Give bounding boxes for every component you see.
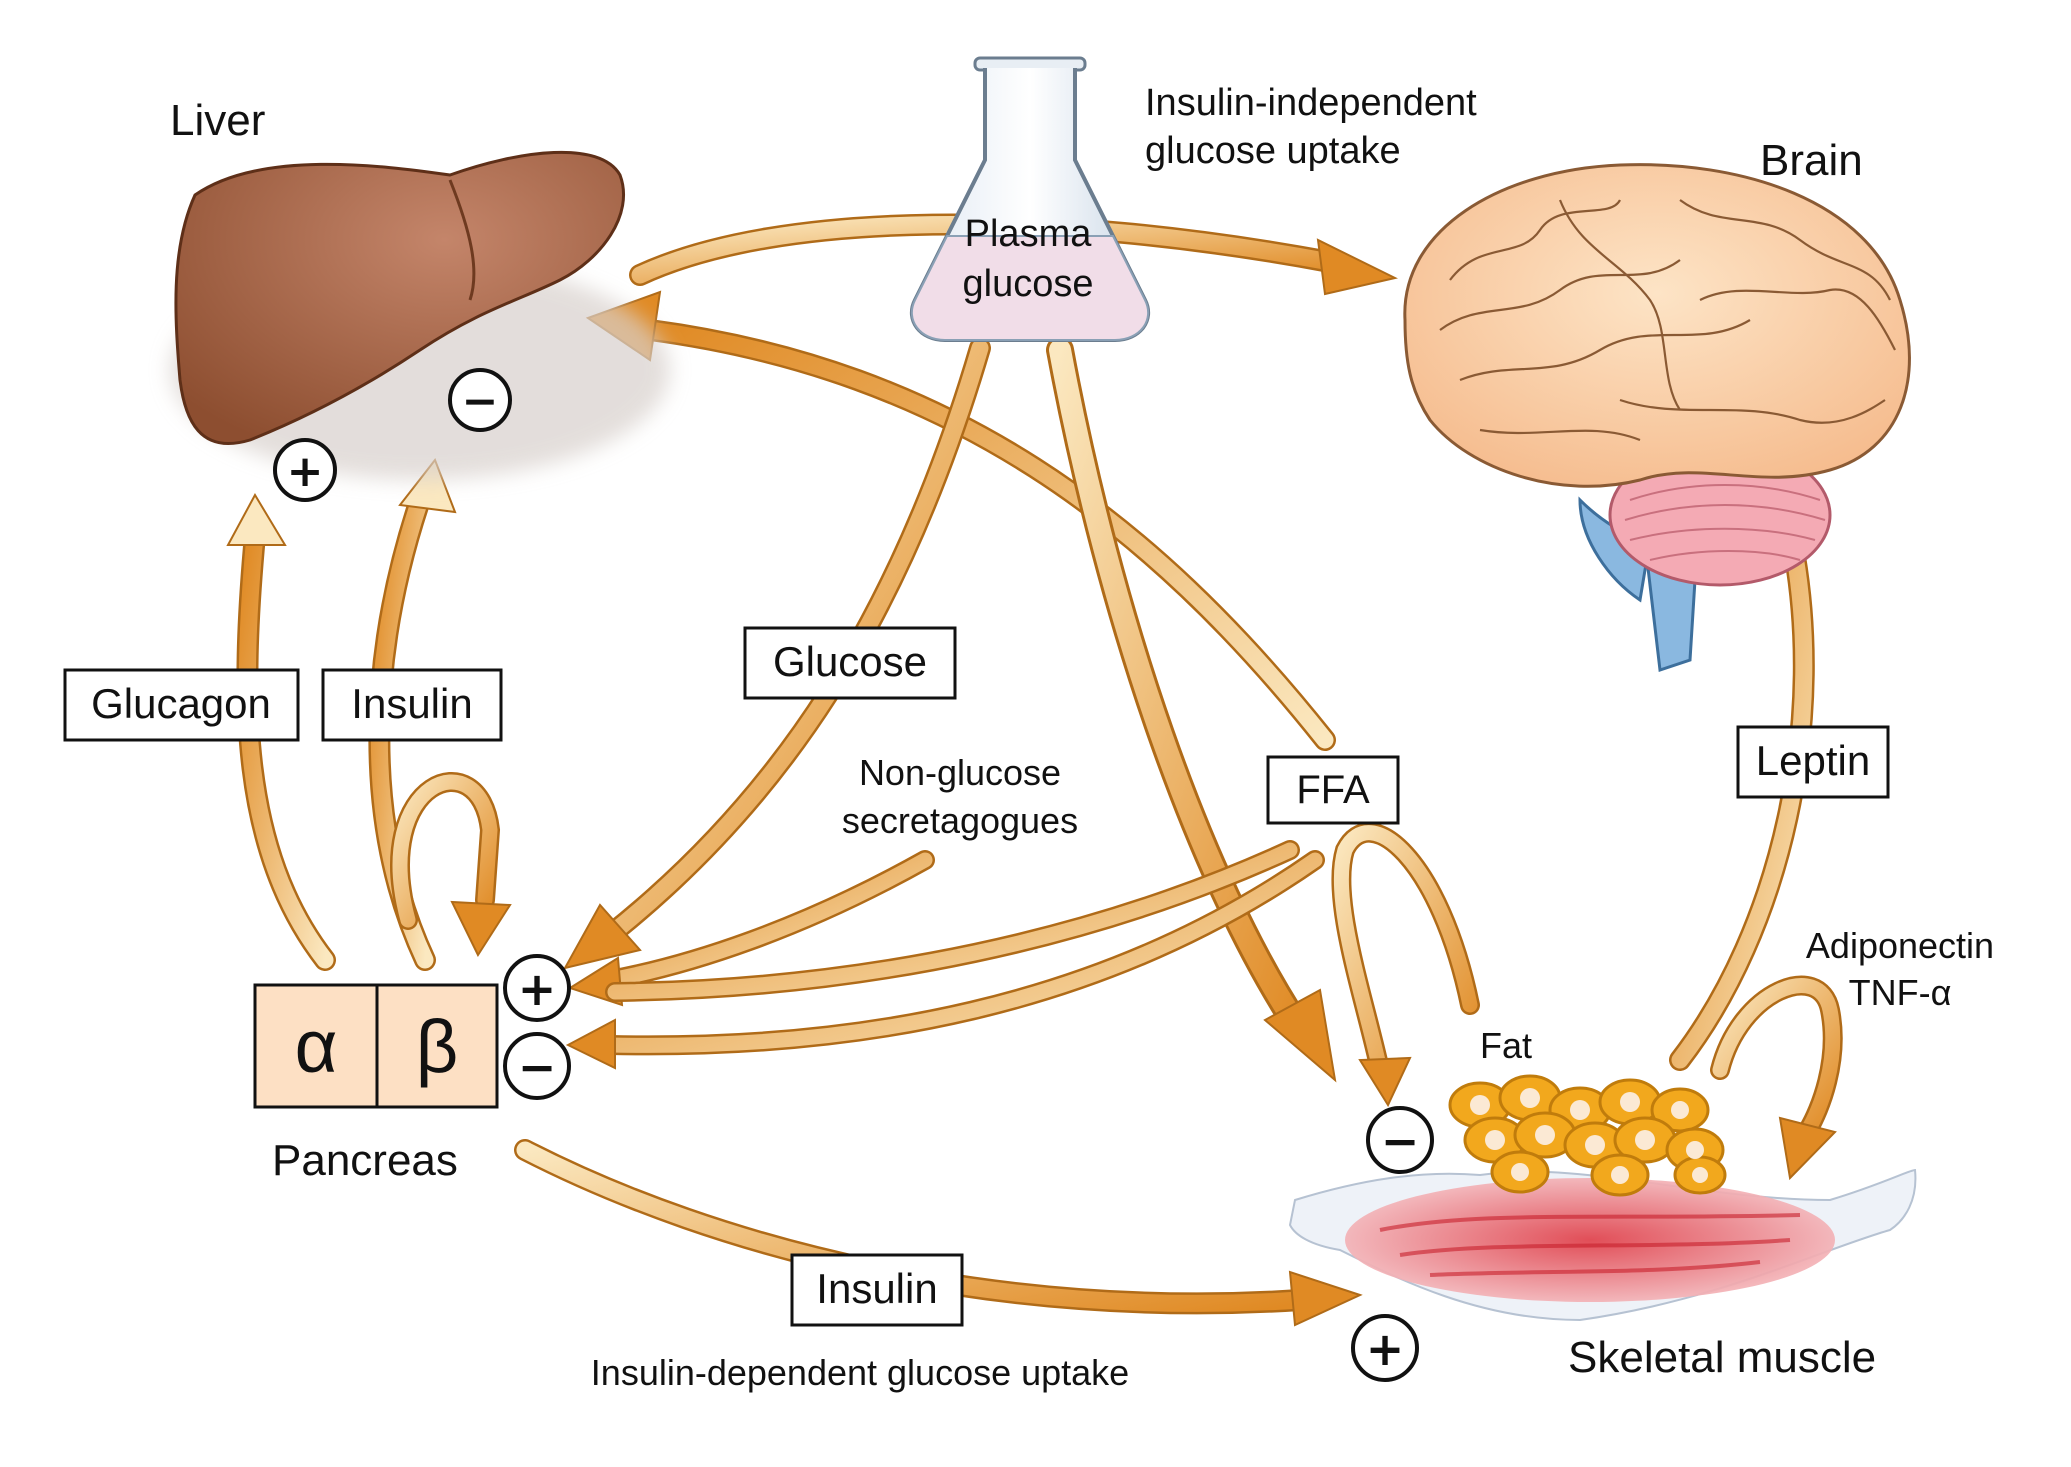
svg-text:Leptin: Leptin [1756,737,1870,784]
fat-cells [1448,1074,1727,1197]
pancreas: α β [253,983,499,1109]
arrow-adiponectin-loop [1710,975,1843,1181]
liver-minus-sign: − [448,368,512,432]
muscle-minus-sign: − [1366,1106,1434,1174]
svg-text:−: − [462,376,499,427]
plasma-glucose-flask [909,56,1151,342]
insulin-muscle-label-box: Insulin [790,1253,964,1327]
non-glucose-label-line2: secretagogues [842,800,1078,841]
brain-label: Brain [1760,136,1863,185]
adiponectin-label: Adiponectin [1806,925,1994,966]
glucagon-label-box: Glucagon [63,668,300,742]
arrow-glucagon-to-liver [226,492,336,971]
non-glucose-label-line1: Non-glucose [859,752,1061,793]
tnf-alpha-label: TNF-α [1849,972,1952,1013]
pancreas-plus-sign: + [503,954,571,1022]
svg-text:+: + [1366,1322,1405,1376]
arrow-fat-to-pancreas-minus [565,850,1325,1070]
svg-text:Glucagon: Glucagon [91,680,271,727]
arrow-ffa-to-pancreas-plus [605,840,1300,1002]
svg-text:+: + [518,962,557,1016]
fat-label: Fat [1480,1025,1532,1066]
arrow-beta-self-loop [390,772,512,958]
arrow-glucose-to-brain [629,213,1398,296]
pancreas-label: Pancreas [272,1136,458,1185]
arrow-fat-ffa-loop [1331,822,1480,1108]
insulin-liver-label-box: Insulin [321,668,503,742]
svg-text:+: + [287,446,324,497]
plasma-glucose-label-line2: glucose [963,263,1094,305]
skeletal-muscle [1288,1168,1917,1322]
svg-text:Insulin: Insulin [816,1265,937,1312]
insulin-independent-label-line2: glucose uptake [1145,130,1401,172]
beta-cell-box [375,983,499,1109]
insulin-independent-label-line1: Insulin-independent [1145,82,1477,124]
brain [1403,163,1911,673]
svg-text:FFA: FFA [1296,768,1370,812]
alpha-cell-label: α [295,1005,338,1088]
arrows-layer [226,213,1843,1327]
leptin-label-box: Leptin [1736,725,1890,799]
svg-text:−: − [518,1040,557,1094]
liver-plus-sign: + [273,438,337,502]
svg-text:Insulin: Insulin [351,680,472,727]
insulin-dependent-label: Insulin-dependent glucose uptake [591,1352,1129,1393]
svg-text:Glucose: Glucose [773,638,927,685]
beta-cell-label: β [416,1005,459,1088]
skeletal-muscle-label: Skeletal muscle [1568,1333,1876,1382]
plasma-glucose-label-line1: Plasma [965,213,1093,255]
liver-label: Liver [170,96,265,145]
svg-text:−: − [1381,1114,1420,1168]
arrow-glucose-to-muscle [1046,336,1337,1083]
pancreas-minus-sign: − [503,1032,571,1100]
glucose-label-box: Glucose [743,626,957,700]
liver [170,150,670,480]
muscle-plus-sign: + [1351,1314,1419,1382]
ffa-label-box: FFA [1266,755,1400,825]
